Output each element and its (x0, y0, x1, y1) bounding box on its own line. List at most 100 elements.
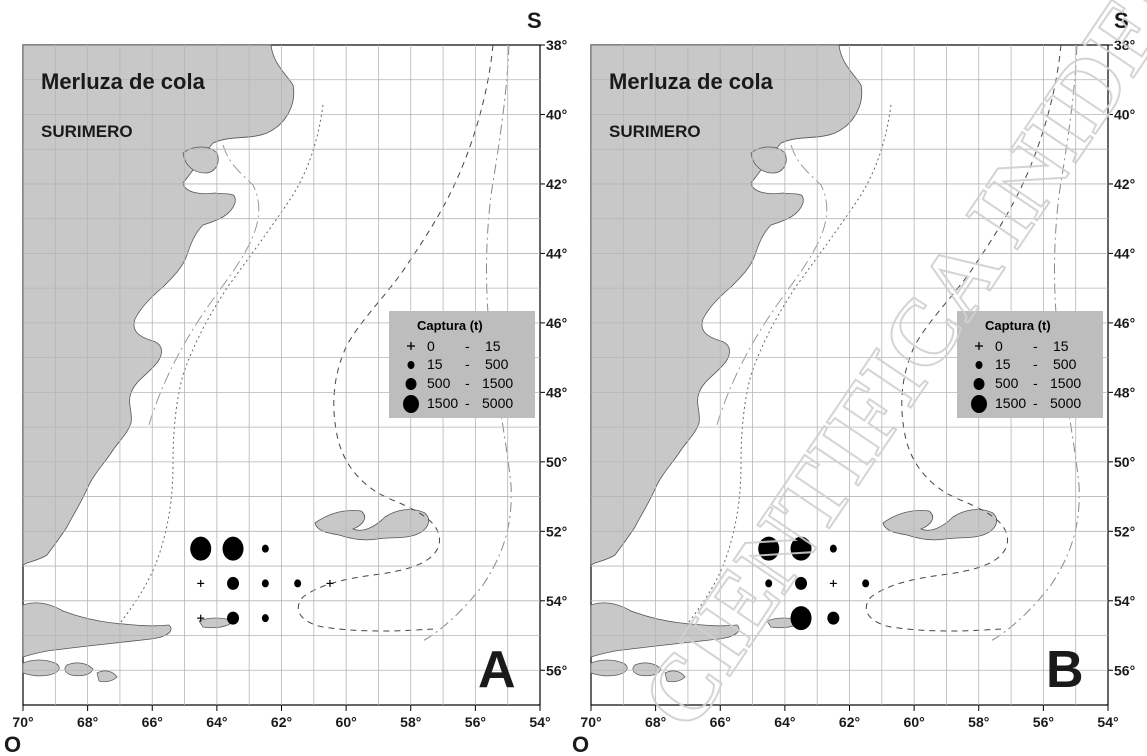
legend-b-row-0: 0 - 15 (974, 338, 1069, 354)
lat-hemisphere-label-b: S (1114, 8, 1129, 33)
lon-hemisphere-label-b: O (572, 732, 589, 756)
panel-b-subtitle: SURIMERO (609, 122, 701, 141)
catch-cross-symbol (829, 579, 837, 587)
legend-a-low-3: 1500 (427, 395, 458, 411)
x-tick-label: 60° (336, 714, 357, 730)
catch-dot-symbol (294, 579, 302, 588)
panel-b-title: Merluza de cola (609, 69, 774, 94)
catch-symbols-a (190, 536, 334, 625)
legend-b-low-0: 0 (995, 338, 1003, 354)
legend-a-sep-1: - (465, 356, 470, 372)
y-tick-label: 48° (546, 384, 567, 400)
legend-b-high-2: 1500 (1050, 375, 1081, 391)
y-tick-label: 54° (1114, 593, 1135, 609)
legend-b-high-1: 500 (1053, 356, 1077, 372)
y-tick-label: 56° (546, 662, 567, 678)
x-tick-label: 68° (645, 714, 666, 730)
catch-dot-symbol (190, 536, 212, 561)
x-tick-label: 66° (142, 714, 163, 730)
legend-a-sep-0: - (465, 338, 470, 354)
legend-b-low-2: 500 (995, 375, 1019, 391)
legend-b-title: Captura (t) (985, 318, 1051, 333)
catch-symbols-b (758, 536, 870, 631)
lon-hemisphere-label-a: O (4, 732, 21, 756)
legend-a-high-3: 5000 (482, 395, 513, 411)
y-tick-label: 46° (546, 315, 567, 331)
legend-b-high-3: 5000 (1050, 395, 1081, 411)
legend-b-sep-3: - (1033, 395, 1038, 411)
x-tick-label: 64° (206, 714, 227, 730)
catch-dot-symbol (862, 579, 870, 588)
legend-b-low-1: 15 (995, 356, 1011, 372)
catch-dot-symbol (227, 611, 240, 625)
legend-b-sep-0: - (1033, 338, 1038, 354)
legend-b-sep-2: - (1033, 375, 1038, 391)
catch-dot-symbol (758, 536, 780, 561)
panel-b-letter: B (1046, 641, 1084, 699)
legend-b: Captura (t) 0 - 15 15 - 500 500 - 1500 1… (957, 311, 1103, 418)
x-tick-label: 66° (710, 714, 731, 730)
catch-dot-symbol (795, 576, 808, 590)
catch-dot-symbol (829, 544, 837, 553)
legend-a-low-0: 0 (427, 338, 435, 354)
y-tick-label: 54° (546, 593, 567, 609)
catch-cross-symbol (197, 579, 205, 587)
catch-dot-symbol (261, 544, 269, 553)
x-tick-label: 60° (904, 714, 925, 730)
legend-a: Captura (t) 0 - 15 15 - 500 500 - 1500 1… (389, 311, 535, 418)
catch-dot-symbol (765, 579, 773, 588)
catch-dot-symbol (222, 536, 244, 561)
y-tick-label: 38° (546, 37, 567, 53)
legend-a-row-3: 1500 - 5000 (403, 395, 513, 413)
legend-b-sep-1: - (1033, 356, 1038, 372)
legend-b-row-1: 15 - 500 (975, 356, 1077, 372)
lat-hemisphere-label-a: S (527, 8, 542, 33)
x-tick-label: 56° (465, 714, 486, 730)
legend-b-medium-dot (973, 378, 985, 390)
legend-a-row-2: 500 - 1500 (405, 375, 513, 391)
x-tick-label: 58° (400, 714, 421, 730)
legend-b-row-2: 500 - 1500 (973, 375, 1081, 391)
legend-a-row-1: 15 - 500 (407, 356, 509, 372)
y-tick-label: 50° (546, 454, 567, 470)
x-tick-label: 62° (839, 714, 860, 730)
y-tick-label: 38° (1114, 37, 1135, 53)
y-tick-label: 52° (546, 523, 567, 539)
y-tick-label: 50° (1114, 454, 1135, 470)
catch-dot-symbol (227, 576, 240, 590)
catch-cross-symbol (197, 614, 205, 622)
legend-a-row-0: 0 - 15 (406, 338, 501, 354)
x-tick-label: 56° (1033, 714, 1054, 730)
legend-a-title: Captura (t) (417, 318, 483, 333)
x-tick-label: 54° (1097, 714, 1118, 730)
legend-a-high-0: 15 (485, 338, 501, 354)
legend-b-high-0: 15 (1053, 338, 1069, 354)
catch-dot-symbol (261, 614, 269, 623)
y-tick-label: 40° (546, 106, 567, 122)
y-tick-label: 42° (1114, 176, 1135, 192)
catch-dot-symbol (261, 579, 269, 588)
y-tick-label: 48° (1114, 384, 1135, 400)
y-tick-label: 52° (1114, 523, 1135, 539)
legend-a-small-dot (407, 361, 415, 369)
panel-a-title: Merluza de cola (41, 69, 206, 94)
legend-a-large-dot (403, 395, 419, 413)
catch-dot-symbol (827, 611, 840, 625)
legend-a-low-1: 15 (427, 356, 443, 372)
y-tick-label: 56° (1114, 662, 1135, 678)
x-tick-label: 70° (580, 714, 601, 730)
legend-a-high-1: 500 (485, 356, 509, 372)
y-tick-label: 44° (1114, 245, 1135, 261)
panel-a-subtitle: SURIMERO (41, 122, 133, 141)
axis-labels: 70° 68° 66° 64° 62° 60° 58° 56° 54° 38° 40° 42° 44° 4… (12, 37, 1135, 730)
legend-b-large-dot (971, 395, 987, 413)
legend-a-high-2: 1500 (482, 375, 513, 391)
legend-a-sep-2: - (465, 375, 470, 391)
x-tick-label: 68° (77, 714, 98, 730)
catch-dot-symbol (790, 536, 812, 561)
x-tick-label: 64° (774, 714, 795, 730)
y-tick-label: 44° (546, 245, 567, 261)
legend-b-small-dot (975, 361, 983, 369)
graticule-a (23, 45, 540, 705)
